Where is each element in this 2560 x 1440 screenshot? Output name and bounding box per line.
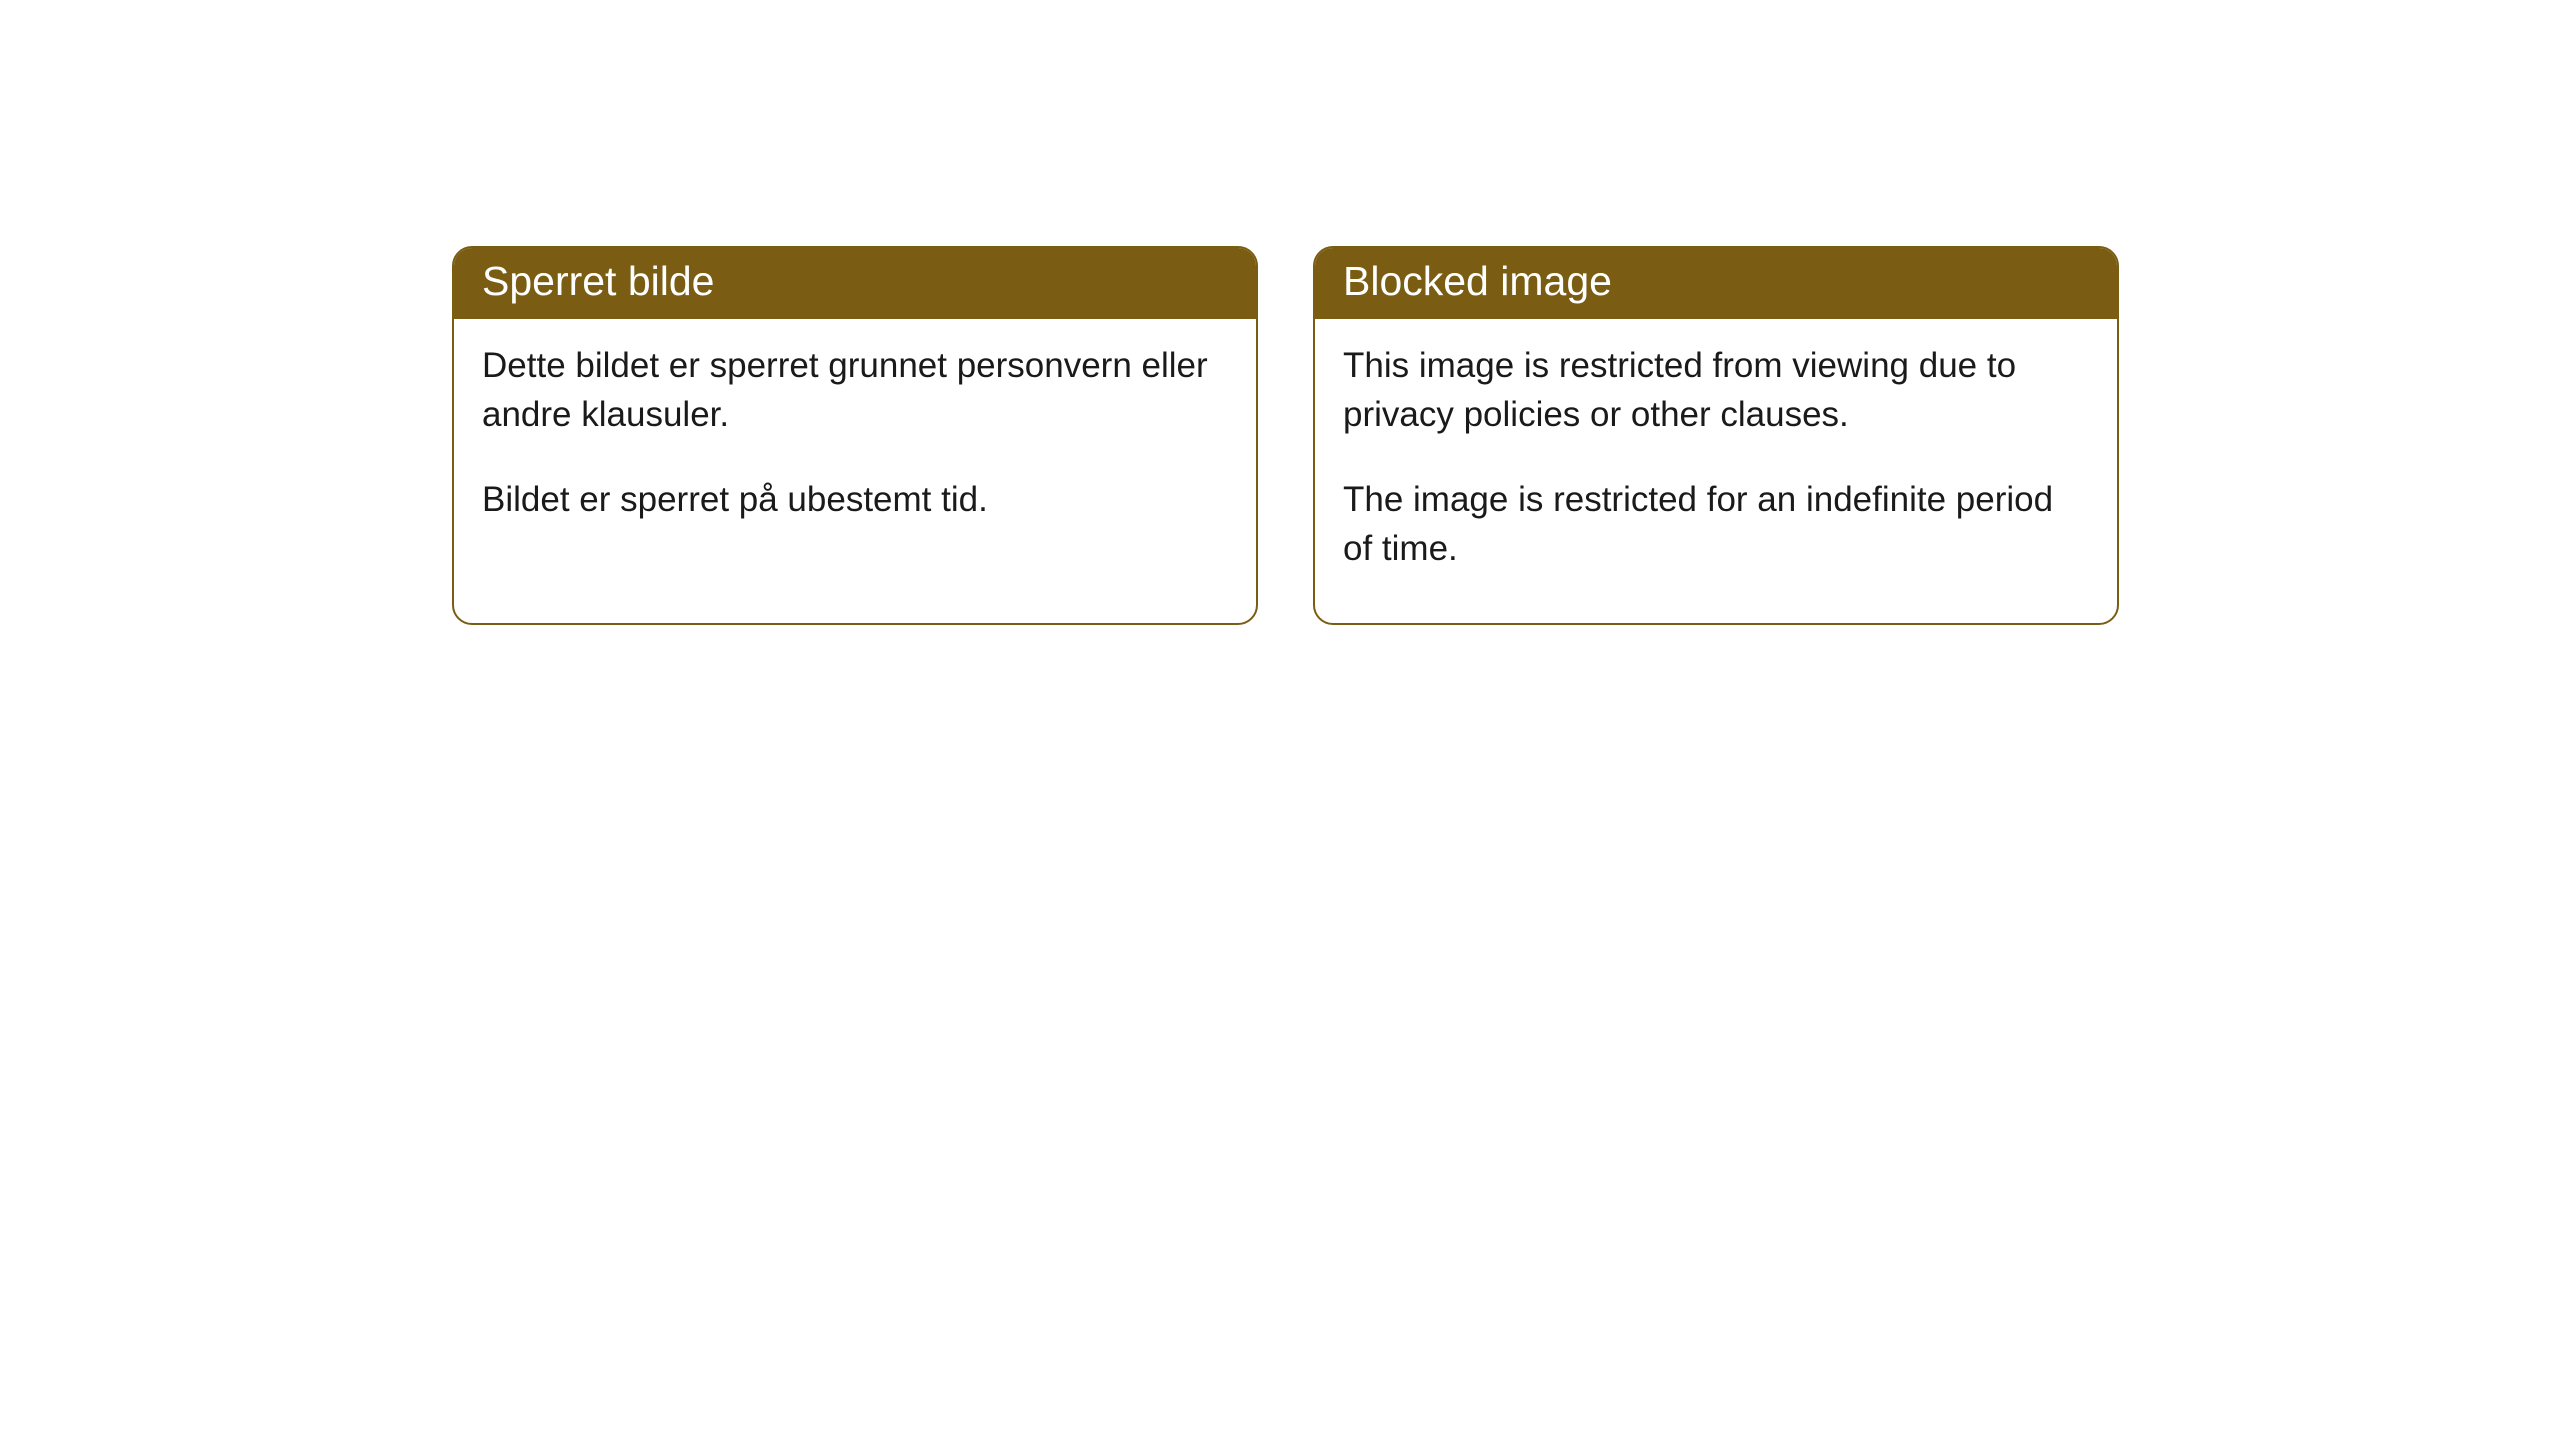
card-title: Blocked image [1343,258,1612,304]
card-body: Dette bildet er sperret grunnet personve… [454,319,1256,574]
card-header: Blocked image [1315,248,2117,319]
notice-container: Sperret bilde Dette bildet er sperret gr… [452,246,2119,625]
card-paragraph: Dette bildet er sperret grunnet personve… [482,341,1228,439]
card-header: Sperret bilde [454,248,1256,319]
notice-card-norwegian: Sperret bilde Dette bildet er sperret gr… [452,246,1258,625]
notice-card-english: Blocked image This image is restricted f… [1313,246,2119,625]
card-title: Sperret bilde [482,258,714,304]
card-paragraph: This image is restricted from viewing du… [1343,341,2089,439]
card-body: This image is restricted from viewing du… [1315,319,2117,623]
card-paragraph: Bildet er sperret på ubestemt tid. [482,475,1228,524]
card-paragraph: The image is restricted for an indefinit… [1343,475,2089,573]
